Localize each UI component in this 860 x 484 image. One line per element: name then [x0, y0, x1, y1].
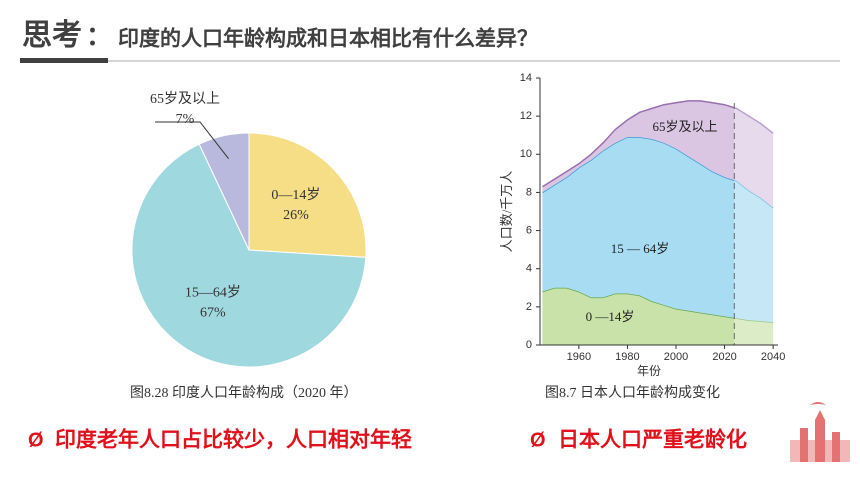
leader-line: [155, 121, 229, 159]
header-colon: ：: [86, 21, 112, 51]
x-tick-label: 2000: [664, 351, 688, 363]
y-tick-label: 2: [526, 301, 532, 313]
slice-value: 67%: [200, 305, 226, 320]
series-label: 0 —14岁: [586, 309, 635, 324]
pie-caption: 图8.28 印度人口年龄构成（2020 年）: [130, 385, 358, 401]
conclusion: 日本人口严重老龄化: [558, 428, 747, 452]
area-edge: [542, 136, 774, 209]
x-tick-label: 2040: [761, 351, 785, 363]
y-tick-label: 10: [520, 148, 532, 160]
area-caption: 图8.7 日本人口年龄构成变化: [545, 385, 720, 401]
pie-slice: [248, 132, 367, 258]
slice-label: 65岁及以上: [150, 91, 220, 107]
decoration: [790, 402, 850, 462]
y-tick-label: 0: [526, 339, 532, 351]
forecast-shade: [734, 78, 778, 345]
x-tick-label: 1980: [615, 351, 639, 363]
slice-value: 7%: [176, 112, 195, 127]
area-fill: [542, 100, 774, 208]
y-axis-label: 人口数/千万人: [499, 171, 514, 253]
y-tick-label: 8: [526, 186, 532, 198]
series-label: 65岁及以上: [652, 119, 717, 134]
slice-value: 26%: [283, 208, 309, 223]
area-fill: [542, 287, 774, 345]
slice-label: 15—64岁: [185, 284, 241, 300]
bullet: Ø: [530, 429, 546, 451]
series-label: 15 — 64岁: [611, 241, 670, 256]
header-label: 思考: [22, 19, 82, 52]
y-tick-label: 6: [526, 224, 532, 236]
header-question: 印度的人口年龄构成和日本相比有什么差异？: [118, 27, 538, 51]
conclusion: 印度老年人口占比较少，人口相对年轻: [55, 428, 412, 452]
x-axis-label: 年份: [637, 364, 661, 378]
slice-label: 0—14岁: [271, 187, 320, 203]
pie-slice: [198, 132, 250, 251]
y-tick-label: 4: [526, 263, 532, 275]
x-tick-label: 2020: [712, 351, 736, 363]
header-accent: [20, 58, 108, 63]
area-fill: [542, 137, 774, 323]
bullet: Ø: [28, 429, 44, 451]
pie-slice: [131, 143, 367, 368]
y-tick-label: 12: [520, 110, 532, 122]
y-tick-label: 14: [520, 72, 532, 84]
x-tick-label: 1960: [567, 351, 591, 363]
